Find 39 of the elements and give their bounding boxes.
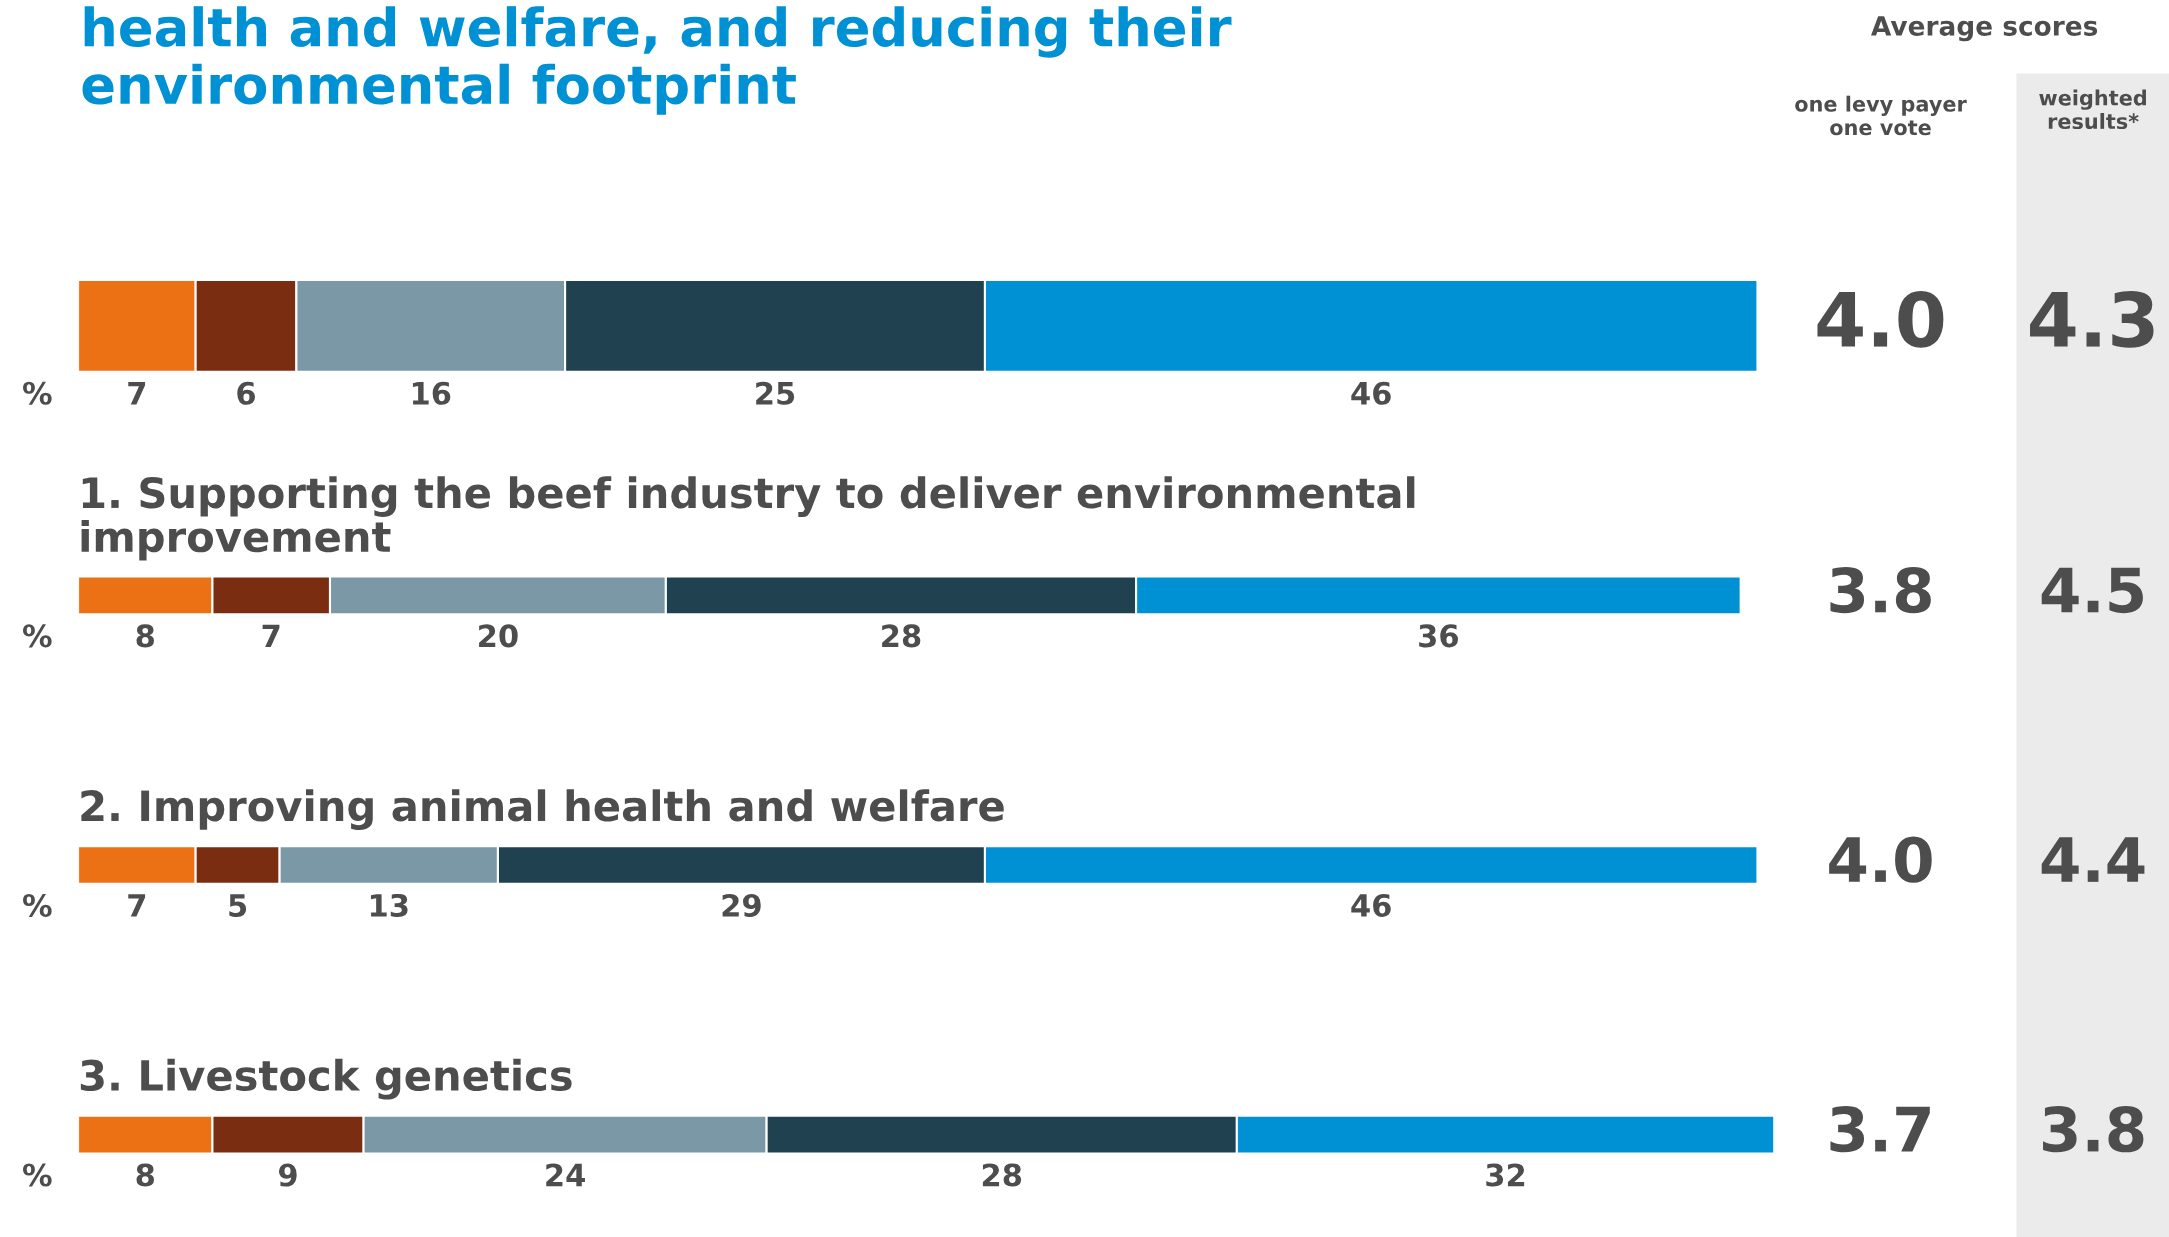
data-label: 16: [412, 381, 451, 405]
y-tick-label: 2. Improving animal health and welfare: [81, 789, 1004, 830]
data-label: 6: [237, 381, 256, 405]
y-tick-label: 1. Supporting the beef industry to deliver environmental improvement: [81, 476, 1415, 561]
chart-title: health and welfare, and reducing their environmental footprint: [82, 6, 1232, 115]
data-label: 8: [136, 624, 154, 648]
text: %: [23, 1163, 52, 1187]
text: %: [23, 893, 52, 917]
text: 4.4: [2041, 837, 2145, 882]
data-label: 28: [982, 1163, 1022, 1187]
data-label: 7: [128, 382, 146, 405]
data-label: 25: [756, 381, 795, 405]
text: 4.5: [2041, 567, 2143, 614]
text: 3.7: [1830, 1106, 1930, 1153]
data-label: 7: [262, 624, 280, 647]
text: %: [23, 624, 52, 648]
text: Average scores: [1871, 16, 2098, 42]
data-label: 13: [370, 893, 408, 917]
data-label: 9: [278, 1163, 297, 1187]
data-label: 29: [722, 893, 761, 917]
text: weighted results*: [2039, 89, 2146, 130]
data-label: 5: [229, 894, 247, 917]
data-label: 20: [479, 624, 518, 648]
data-label: 32: [1486, 1163, 1525, 1187]
data-label: 24: [546, 1163, 585, 1187]
text: 4.3: [2030, 290, 2154, 348]
y-tick-label: 3. Livestock genetics: [80, 1058, 572, 1100]
text: %: [23, 381, 52, 405]
text: 4.0: [1829, 836, 1932, 883]
data-label: 8: [136, 1163, 154, 1187]
text: one levy payer one vote: [1795, 95, 1967, 136]
data-label: 46: [1351, 893, 1391, 917]
data-label: 28: [882, 624, 921, 648]
data-label: 7: [128, 894, 146, 917]
text: 4.0: [1817, 290, 1944, 348]
text: 3.8: [1830, 566, 1931, 614]
data-label: 46: [1351, 381, 1391, 405]
text: 3.8: [2043, 1106, 2144, 1153]
data-label: 36: [1419, 624, 1458, 648]
